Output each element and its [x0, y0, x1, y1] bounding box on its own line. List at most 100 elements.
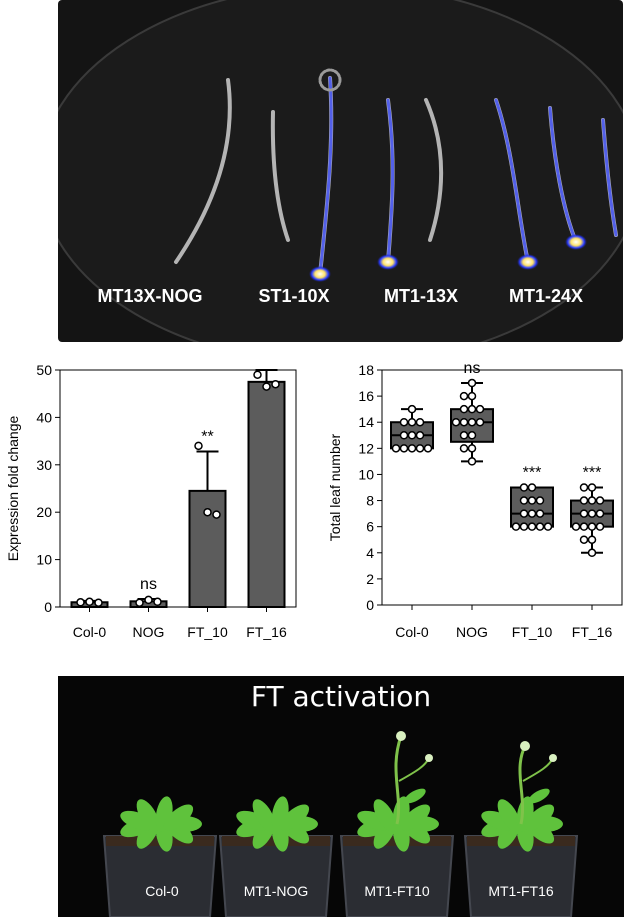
- box-x-tick-label: NOG: [456, 624, 488, 640]
- data-point: [459, 444, 469, 453]
- data-point: [587, 535, 597, 544]
- data-point: [391, 444, 401, 453]
- luciferase-image: [58, 0, 623, 342]
- leaf: [163, 804, 194, 831]
- data-point: [423, 444, 433, 453]
- data-point: [571, 522, 581, 531]
- data-point: [144, 595, 153, 605]
- bar-y-tick-label: 30: [36, 457, 52, 473]
- branch: [522, 757, 554, 782]
- bar-y-tick-label: 40: [36, 409, 52, 425]
- data-point: [467, 457, 477, 466]
- pot-3: [339, 835, 455, 917]
- bar-x-tick-label: NOG: [133, 624, 165, 640]
- data-point: [527, 496, 537, 505]
- data-point: [579, 535, 589, 544]
- data-point: [399, 431, 409, 440]
- data-point: [535, 522, 545, 531]
- significance-label: ***: [257, 355, 276, 364]
- rosette-1: [120, 796, 202, 852]
- data-point: [76, 598, 85, 607]
- signal-3: [318, 76, 333, 276]
- bar-y-tick-label: 20: [36, 504, 52, 520]
- box-y-tick-label: 4: [366, 545, 374, 561]
- data-point: [399, 444, 409, 453]
- data-point: [519, 483, 529, 492]
- data-point: [519, 509, 529, 518]
- data-point: [579, 509, 589, 518]
- box-x-tick-label: FT_16: [572, 624, 613, 640]
- signal-8: [601, 118, 618, 237]
- signal-4: [386, 98, 395, 264]
- leaf: [279, 804, 310, 831]
- data-point: [543, 522, 553, 531]
- box-y-tick-label: 14: [358, 414, 374, 430]
- rosette-2: [236, 796, 318, 852]
- inflorescence: [549, 754, 557, 762]
- data-point: [595, 496, 605, 505]
- plants-image: [102, 731, 579, 917]
- bar-y-tick-label: 10: [36, 552, 52, 568]
- data-point: [262, 382, 271, 391]
- bar-y-tick-label: 0: [44, 599, 52, 615]
- seed-coat: [318, 68, 342, 92]
- data-point: [212, 510, 221, 519]
- data-point: [511, 522, 521, 531]
- leaf: [252, 799, 276, 832]
- data-point: [535, 509, 545, 518]
- seedling-5: [424, 98, 444, 242]
- data-point: [535, 496, 545, 505]
- data-point: [459, 404, 469, 414]
- data-point: [467, 444, 477, 453]
- data-point: [527, 483, 537, 492]
- box-x-tick-label: FT_10: [512, 624, 553, 640]
- ft-activation-photo-panel: FT activation: [58, 676, 624, 917]
- pot-2: [218, 835, 334, 917]
- box-FT_10: [510, 486, 554, 528]
- data-point: [475, 404, 485, 414]
- box-y-tick-label: 10: [358, 466, 374, 482]
- bar-y-tick-label: 50: [36, 362, 52, 378]
- seedling-1: [174, 78, 232, 264]
- luminescence-spot-2: [565, 234, 587, 250]
- expression-bar-chart: 0 10 20 30 40 50 Expression fold change Col-0 ns…: [5, 355, 297, 640]
- data-point: [451, 417, 461, 427]
- data-point: [271, 379, 280, 389]
- data-point: [587, 483, 597, 492]
- seedling-label-3: MT1-13X: [383, 286, 459, 306]
- leaf: [497, 799, 521, 832]
- data-point: [253, 370, 262, 379]
- luminescence-spot-4: [309, 266, 331, 282]
- signal-7: [548, 106, 578, 244]
- data-point: [94, 598, 103, 607]
- data-point: [579, 483, 589, 492]
- data-point: [415, 444, 425, 453]
- pot-4: [463, 835, 579, 917]
- data-point: [467, 391, 477, 401]
- luminescence-spot-1: [517, 254, 539, 270]
- data-point: [467, 431, 477, 440]
- data-point: [399, 417, 409, 427]
- data-point: [407, 431, 417, 440]
- seedling-label-2: ST1-10X: [258, 286, 330, 306]
- data-point: [467, 378, 477, 388]
- data-point: [527, 509, 537, 518]
- data-point: [587, 548, 597, 558]
- data-point: [194, 441, 203, 451]
- data-point: [459, 431, 469, 440]
- signal-6: [494, 98, 530, 264]
- data-point: [459, 417, 469, 427]
- box-y-tick-label: 0: [366, 597, 374, 613]
- box-y-tick-label: 18: [358, 362, 374, 378]
- leaf: [373, 799, 397, 832]
- box-y-tick-label: 8: [366, 493, 374, 509]
- bar-x-tick-label: Col-0: [73, 624, 107, 640]
- rosette-4: [481, 796, 563, 852]
- leaf: [524, 804, 555, 831]
- data-point: [467, 404, 477, 414]
- inflorescence: [396, 731, 406, 741]
- ft-activation-title: FT activation: [250, 680, 432, 713]
- box-x-tick-label: Col-0: [395, 624, 429, 640]
- cauline-leaf: [404, 788, 426, 804]
- data-point: [519, 496, 529, 505]
